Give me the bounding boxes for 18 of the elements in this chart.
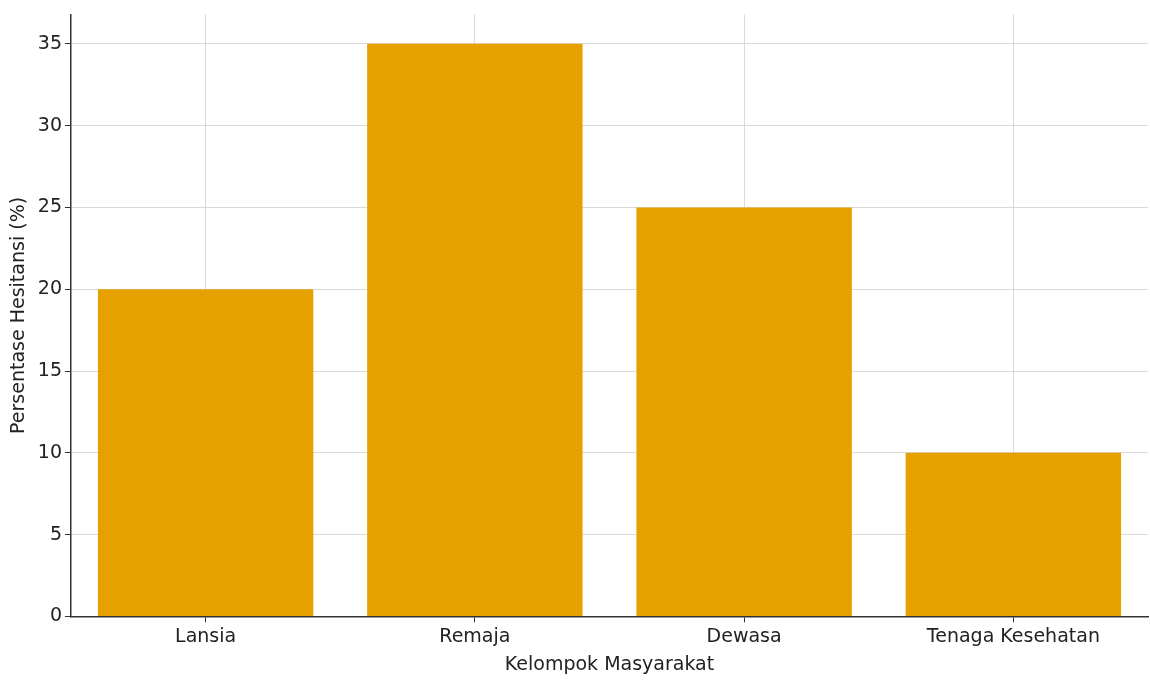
y-tick-label: 25 bbox=[37, 194, 62, 217]
x-tick-label: Lansia bbox=[175, 623, 237, 646]
bar bbox=[367, 43, 583, 616]
y-tick-label: 5 bbox=[49, 521, 62, 544]
y-tick-label: 35 bbox=[37, 30, 62, 53]
y-tick-label: 20 bbox=[37, 276, 62, 299]
bar bbox=[97, 289, 314, 616]
x-tick-label: Remaja bbox=[439, 623, 511, 646]
y-tick-label: 15 bbox=[37, 357, 62, 380]
x-axis-title: Kelompok Masyarakat bbox=[504, 651, 715, 674]
x-tick-label: Tenaga Kesehatan bbox=[925, 623, 1100, 646]
bar bbox=[905, 452, 1122, 616]
y-tick-label: 10 bbox=[37, 439, 62, 462]
y-axis-title: Persentase Hesitansi (%) bbox=[6, 196, 29, 434]
bar bbox=[636, 207, 852, 616]
y-tick-label: 0 bbox=[49, 603, 62, 626]
x-tick-label: Dewasa bbox=[706, 623, 782, 646]
y-tick-label: 30 bbox=[37, 112, 62, 135]
